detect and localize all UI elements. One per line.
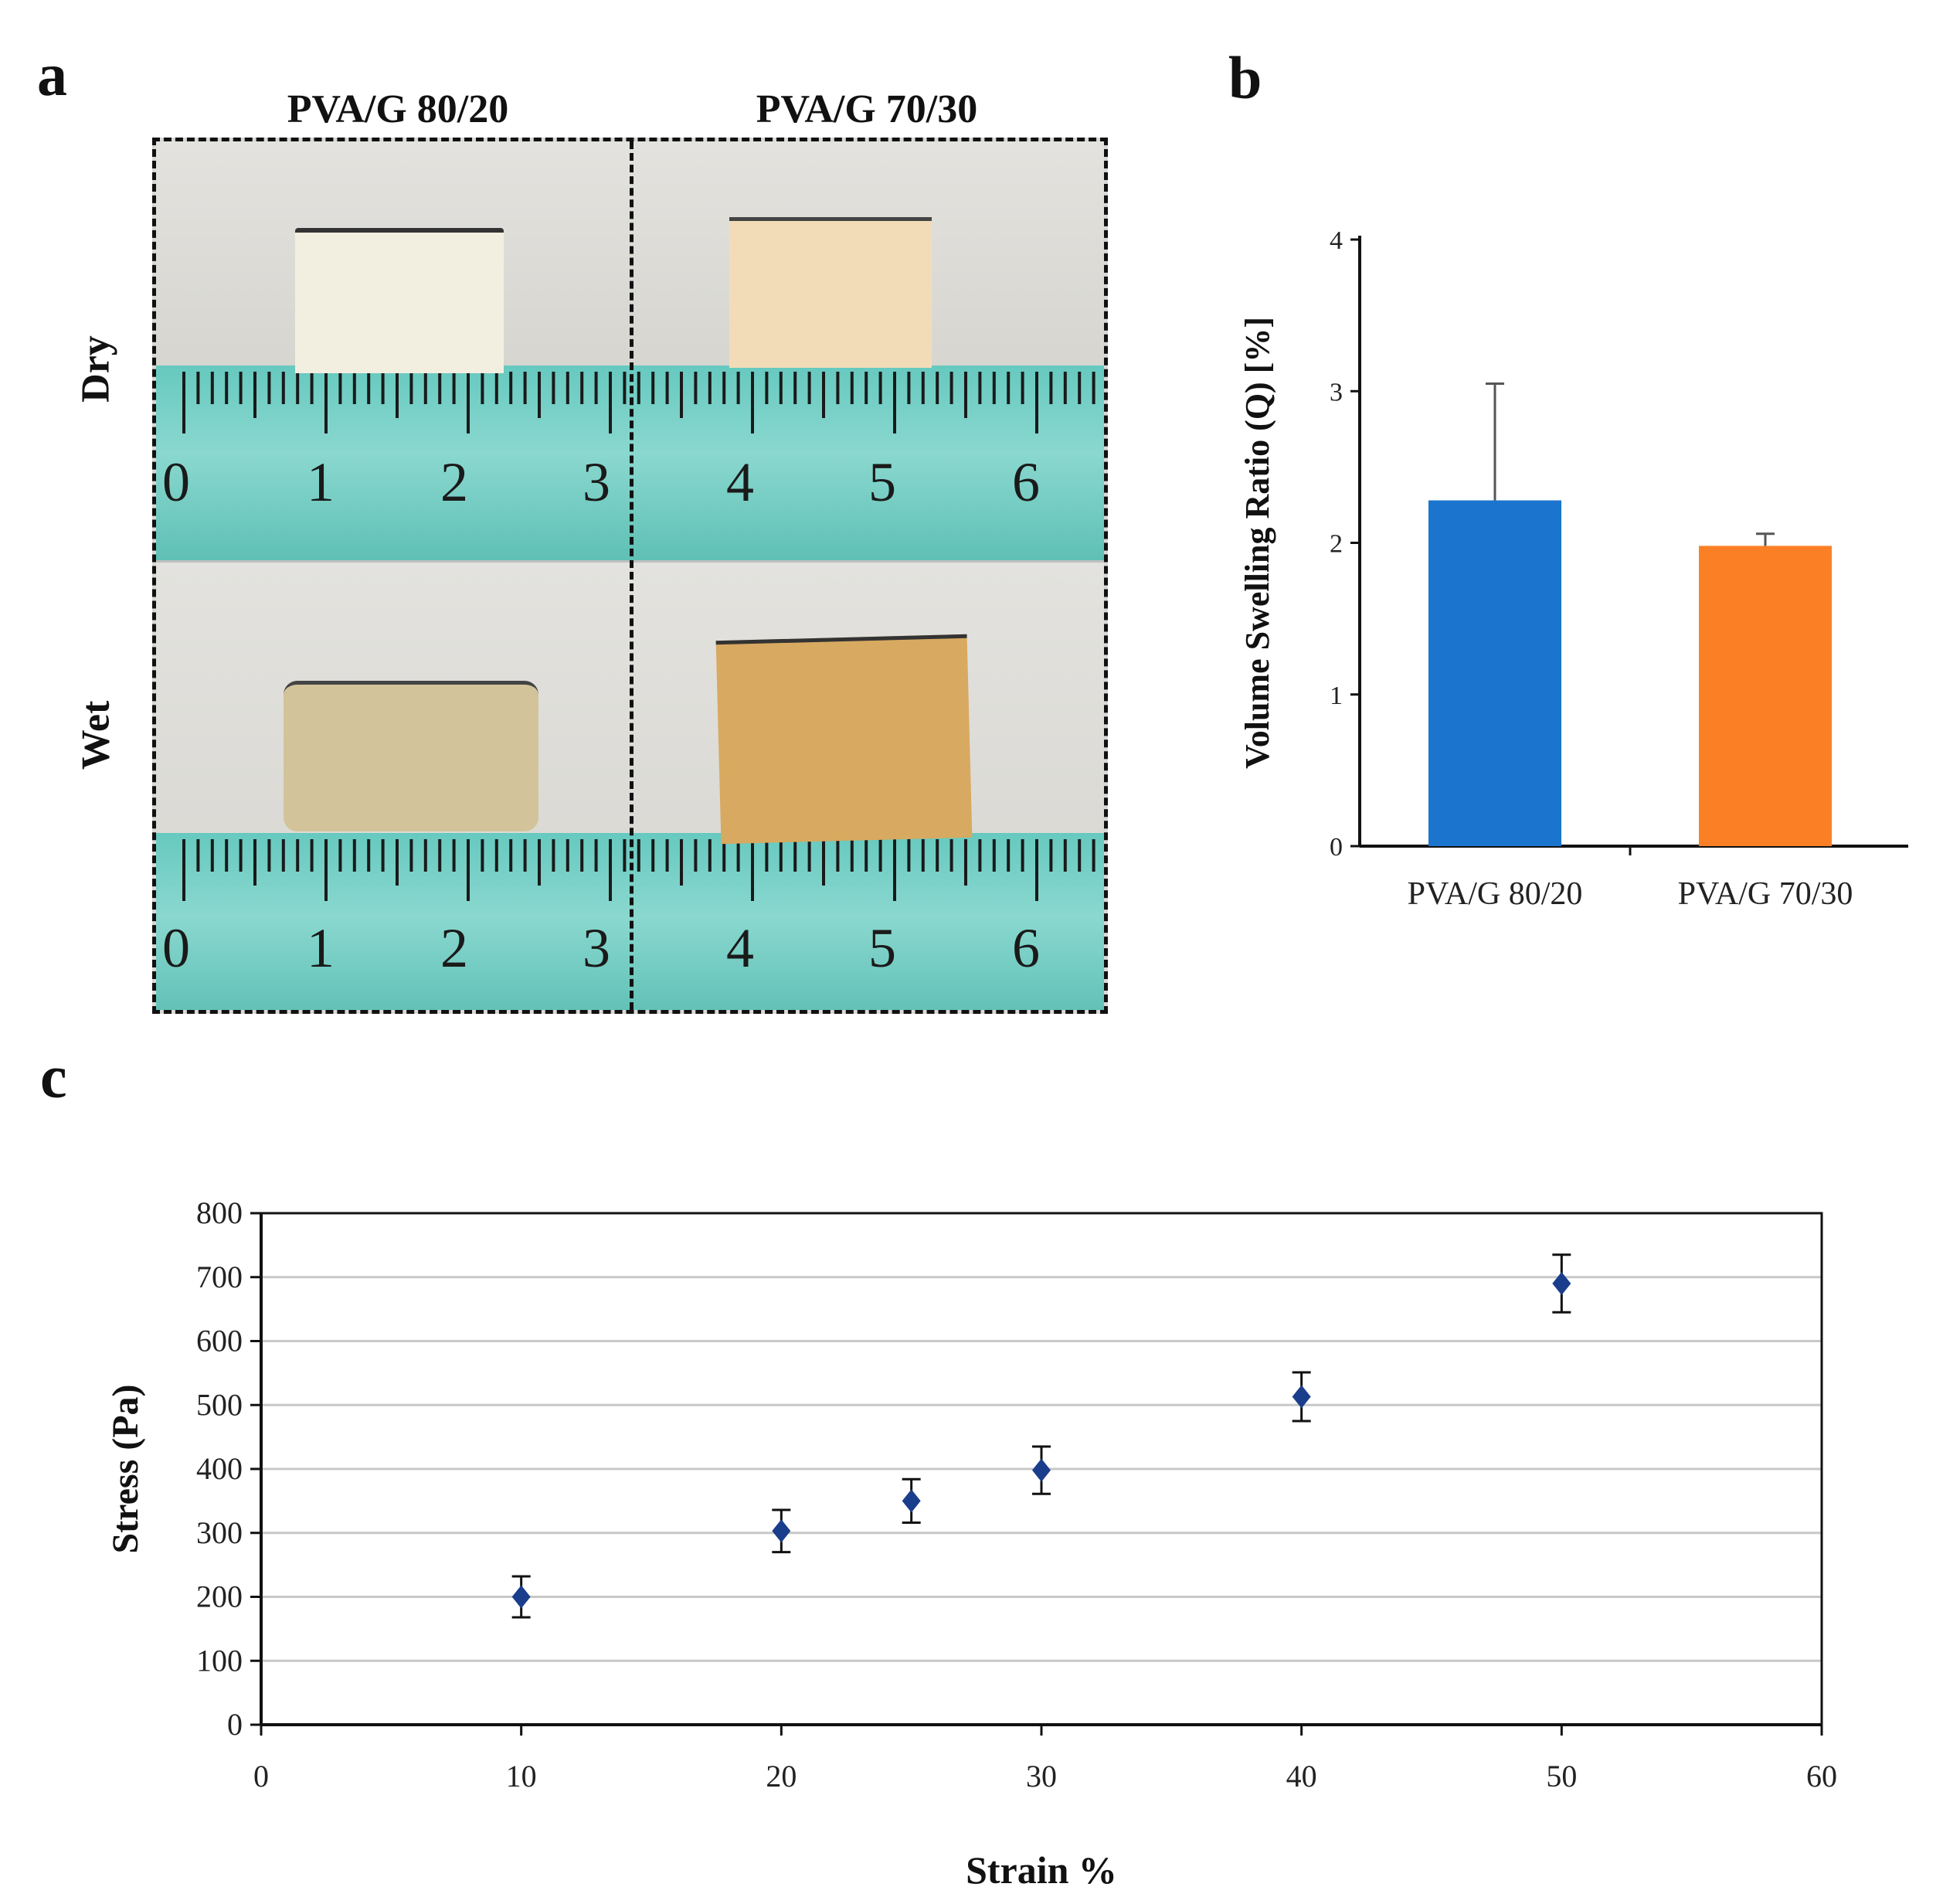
y-tick-label: 3: [1330, 378, 1343, 406]
panel-label-b: b: [1228, 44, 1262, 111]
y-tick-label: 4: [1330, 226, 1343, 255]
x-tick-label: 60: [1806, 1759, 1837, 1794]
y-axis-label: Volume Swelling Ratio (Q) [%]: [1238, 317, 1276, 769]
ruler-number: 2: [440, 917, 468, 979]
column-header-70-30: PVA/G 70/30: [756, 87, 978, 131]
ruler-wet-ticks: [182, 839, 1095, 901]
y-tick-label: 100: [196, 1643, 243, 1678]
ruler-number: 4: [726, 451, 754, 513]
x-tick-label: 20: [766, 1759, 797, 1794]
bar: [1699, 546, 1832, 846]
ruler-number: 3: [583, 917, 610, 979]
y-tick-label: 0: [227, 1707, 243, 1742]
data-point: [1552, 1272, 1571, 1296]
ruler-number-layer: 0 1 2 3 4 5 6 0 1 2 3 4 5 6: [162, 451, 1040, 979]
ruler-number: 5: [868, 451, 896, 513]
x-tick-label: 10: [506, 1759, 537, 1794]
y-tick-label: 800: [196, 1195, 243, 1230]
x-tick-label: 30: [1026, 1759, 1057, 1794]
y-tick-label: 0: [1330, 833, 1343, 862]
ruler-number: 3: [583, 451, 610, 513]
x-tick-label: 50: [1546, 1759, 1577, 1794]
data-point: [902, 1489, 921, 1513]
sample-wet-80-20: [284, 681, 538, 831]
ruler-number: 0: [162, 917, 190, 979]
y-tick-label: 200: [196, 1579, 243, 1614]
sample-dry-70-30: [729, 217, 932, 368]
sample-photo-grid: 0 1 2 3 4 5 6 0 1 2 3 4 5 6: [152, 138, 1108, 1014]
stress-strain-scatter: 0 100 200 300 400 500 600 700 800 0 10 20 30 40 50 60 St…: [105, 1195, 1837, 1892]
x-tick-label: PVA/G 80/20: [1408, 876, 1583, 912]
ruler-number: 1: [307, 451, 335, 513]
panel-label-a: a: [37, 41, 67, 108]
ruler-number: 1: [307, 917, 335, 979]
data-point: [511, 1585, 531, 1609]
ruler-number: 0: [162, 451, 190, 513]
y-tick-label: 500: [196, 1387, 243, 1422]
data-point: [1032, 1458, 1051, 1482]
data-point: [772, 1519, 791, 1543]
data-point: [1292, 1385, 1311, 1409]
panel-label-c: c: [40, 1043, 67, 1110]
x-axis-label: Strain %: [966, 1848, 1117, 1892]
ruler-dry-ticks: [182, 372, 1095, 434]
x-tick-label: 40: [1286, 1759, 1317, 1794]
y-tick-label: 400: [196, 1451, 243, 1486]
y-axis-label: Stress (Pa): [105, 1384, 146, 1553]
row-header-dry: Dry: [73, 335, 118, 403]
row-header-wet: Wet: [73, 700, 118, 770]
ruler-number: 2: [440, 451, 468, 513]
column-header-80-20: PVA/G 80/20: [287, 87, 509, 131]
y-tick-label: 700: [196, 1260, 243, 1294]
ruler-number: 6: [1012, 917, 1040, 979]
ruler-number: 6: [1012, 451, 1040, 513]
y-tick-label: 1: [1330, 682, 1343, 710]
sample-dry-80-20: [295, 228, 504, 373]
y-tick-label: 2: [1330, 530, 1343, 559]
y-tick-label: 300: [196, 1515, 243, 1550]
ruler-number: 4: [726, 917, 754, 979]
swelling-bar-chart: 0 1 2 3 4 PVA/G 80/20 PVA/G 70/30 Volume Swelli…: [1238, 226, 1908, 912]
x-tick-label: 0: [253, 1759, 269, 1794]
y-tick-label: 600: [196, 1324, 243, 1358]
x-tick-label: PVA/G 70/30: [1678, 876, 1853, 912]
bar: [1428, 500, 1561, 846]
ruler-number: 5: [868, 917, 896, 979]
